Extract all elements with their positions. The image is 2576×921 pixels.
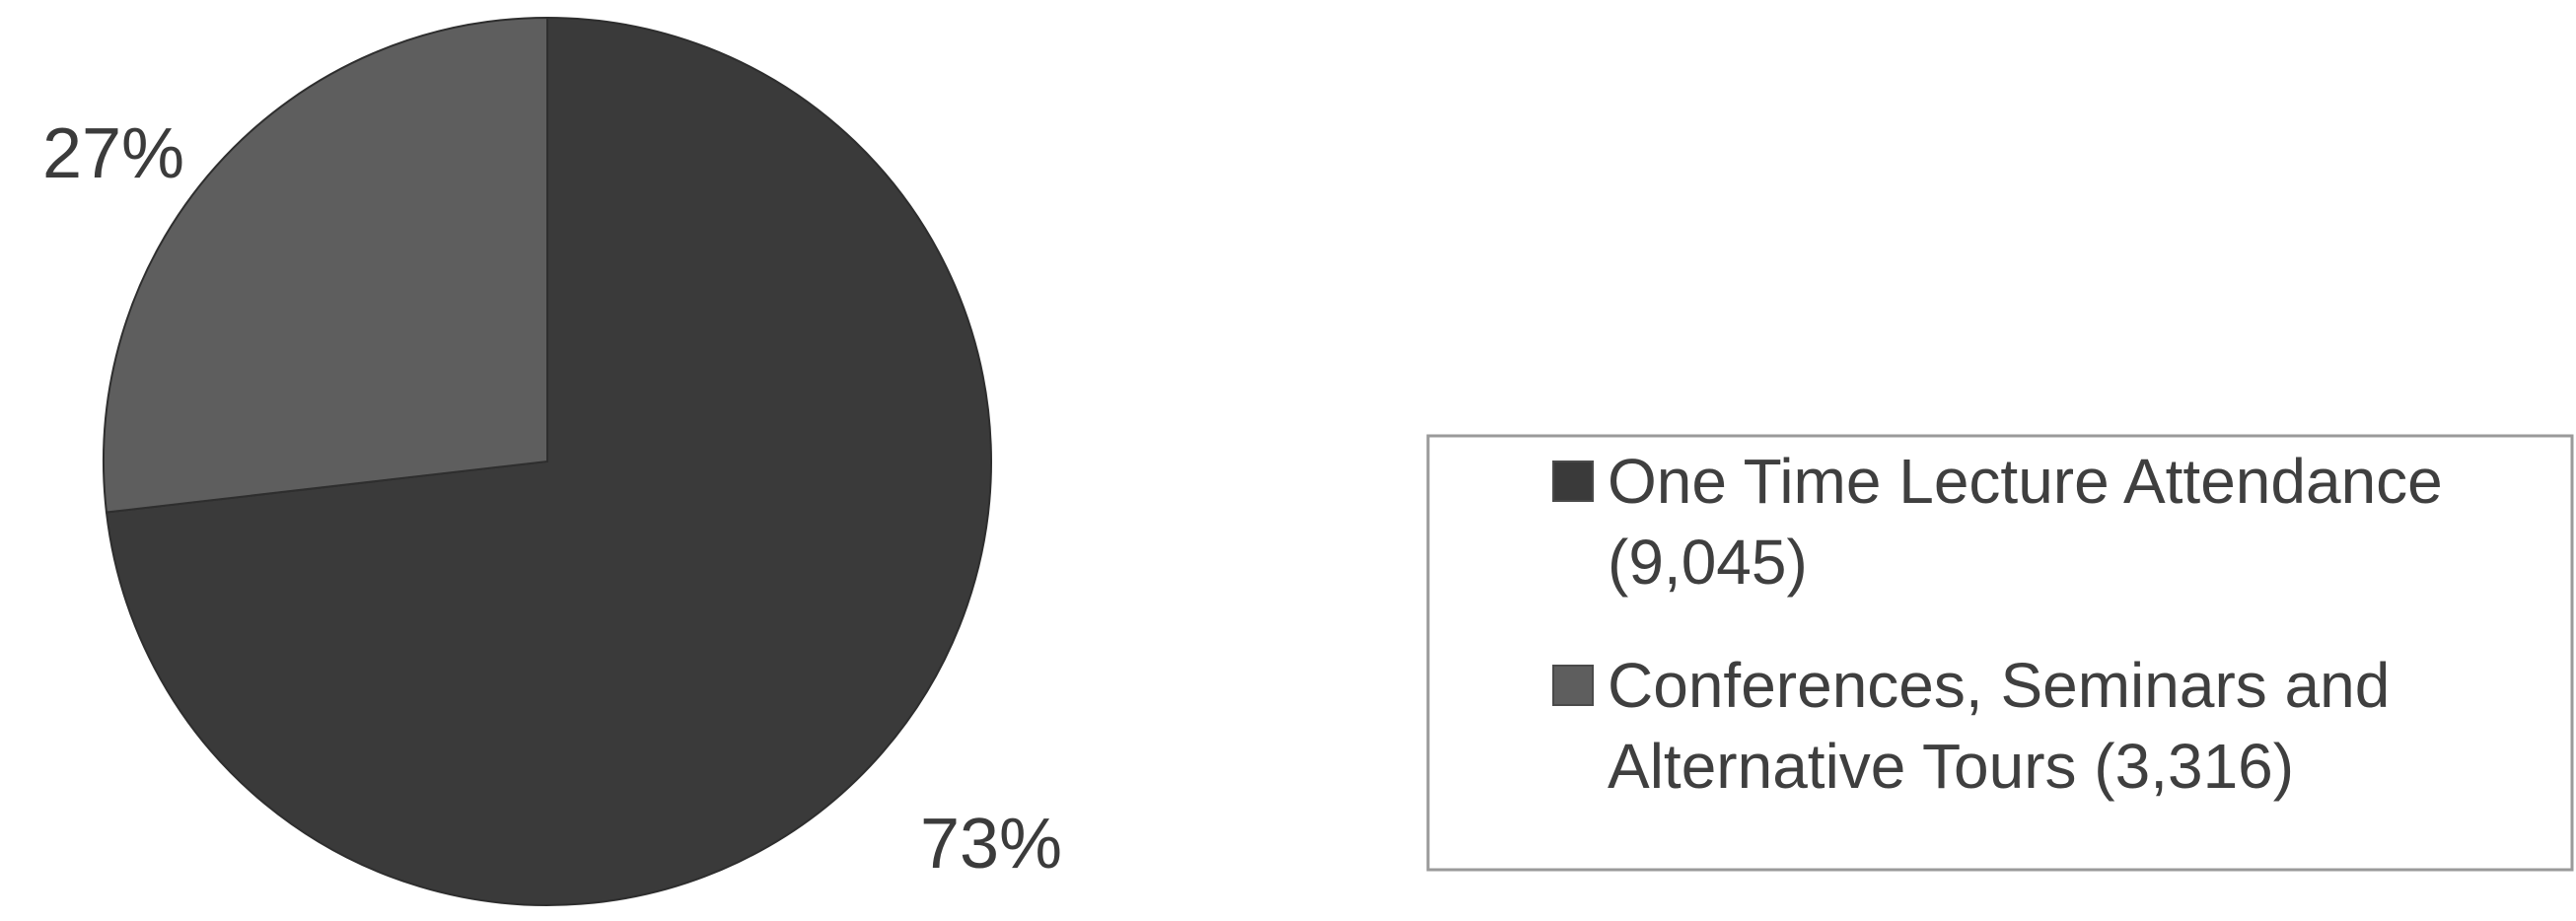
legend-swatch-2 [1552, 665, 1594, 706]
legend-box [1426, 434, 2574, 872]
percent-label-1: 73% [920, 805, 1062, 884]
percent-labels: 73% 27% [42, 114, 1062, 884]
legend-label-2-line-1: Conferences, Seminars and [1608, 650, 2390, 721]
legend-label-1-line-2: (9,045) [1608, 527, 1808, 598]
legend-label-1-line-1: One Time Lecture Attendance [1608, 446, 2443, 517]
legend-swatch-1 [1552, 460, 1594, 502]
legend: One Time Lecture Attendance (9,045) Confer… [1426, 434, 2574, 872]
pie-slice-2 [103, 16, 548, 514]
percent-label-2: 27% [42, 114, 184, 193]
pie-slice-1 [105, 16, 992, 906]
pie-group [103, 16, 992, 906]
legend-label-2-line-2: Alternative Tours (3,316) [1608, 731, 2294, 802]
